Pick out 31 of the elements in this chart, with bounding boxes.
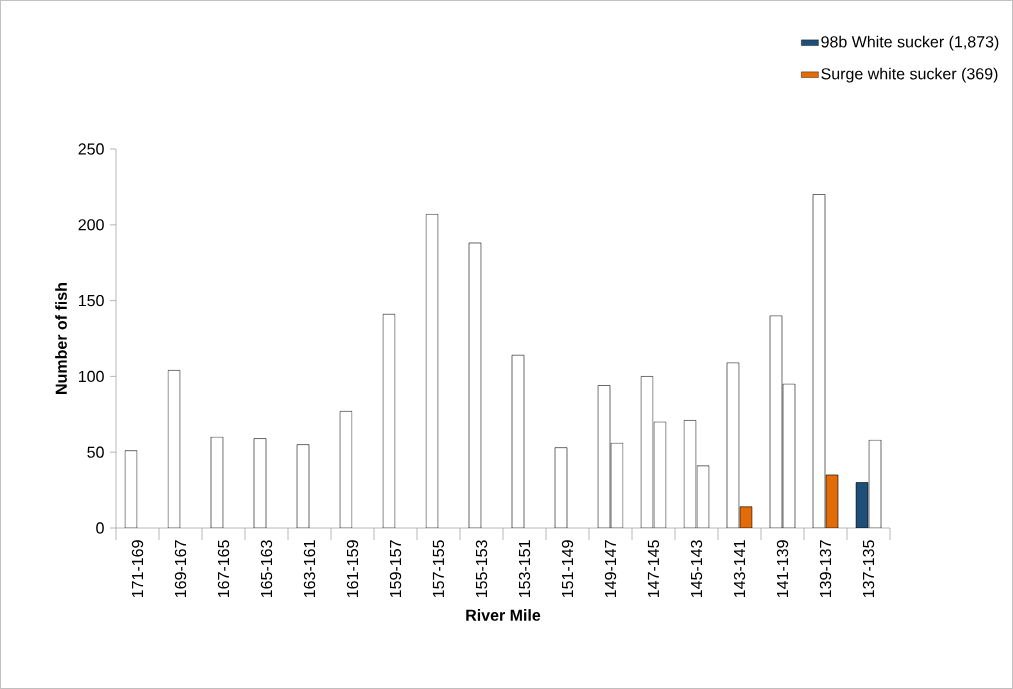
x-tick-label: 163-161 [303,540,316,598]
y-tick-label: 200 [78,219,104,231]
x-tick-label: 153-151 [518,540,531,598]
legend-label: Surge white sucker (369) [821,67,998,83]
x-tick-label: 151-149 [561,540,574,598]
x-tick-label: 159-157 [389,540,402,598]
x-tick-label: 155-153 [475,540,488,598]
x-tick-label: 137-135 [862,540,875,598]
x-tick-label: 139-137 [819,540,832,598]
y-tick-label: 150 [79,294,104,307]
legend-label: 98b White sucker (1,873) [821,35,999,51]
x-tick-label: 169-167 [174,540,187,598]
x-tick-label: 149-147 [604,540,617,598]
x-tick-label: 147-145 [647,540,660,598]
y-axis-title: Number of fish [55,283,67,394]
bar [339,410,353,528]
y-tick-label: 100 [79,370,104,383]
x-tick-label: 145-143 [690,540,703,598]
x-tick-label: 143-141 [733,540,746,598]
y-tick-label: 50 [87,446,104,458]
y-tick-label: 0 [96,522,104,534]
x-tick-label: 161-159 [346,540,359,598]
bar [167,370,181,528]
y-tick-label: 250 [78,143,104,155]
x-tick-label: 157-155 [432,540,445,598]
bar [425,213,439,528]
x-tick-label: 167-165 [217,540,230,598]
x-axis-title: River Mile [466,609,541,621]
x-tick-label: 165-163 [260,540,273,598]
x-tick-label: 141-139 [776,540,789,598]
x-tick-label: 171-169 [131,540,144,598]
